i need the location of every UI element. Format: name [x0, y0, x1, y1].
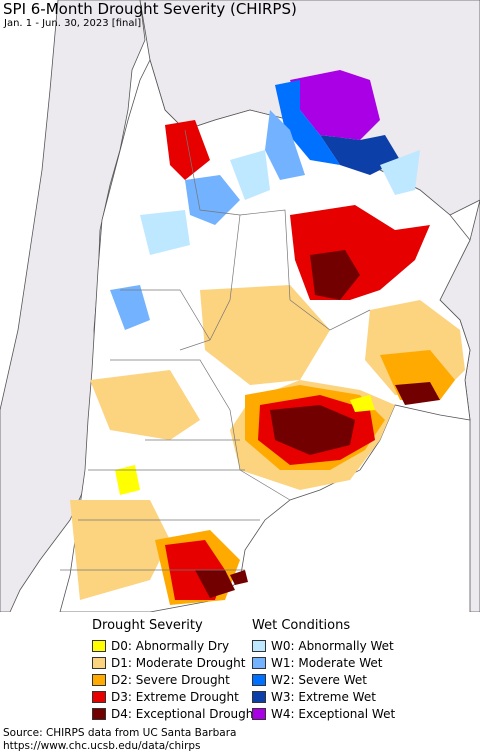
- w0-zone-a: [230, 150, 270, 200]
- wet-swatch: [252, 707, 266, 720]
- drought-legend-item: D4: Exceptional Drought: [92, 705, 258, 722]
- map-subtitle: Jan. 1 - Jun. 30, 2023 [final]: [4, 18, 142, 29]
- wet-legend-label: W2: Severe Wet: [271, 672, 367, 687]
- wet-legend-label: W4: Exceptional Wet: [271, 706, 396, 721]
- wet-legend-label: W1: Moderate Wet: [271, 655, 383, 670]
- drought-legend-label: D2: Severe Drought: [111, 672, 230, 687]
- w2-zone: [275, 80, 340, 165]
- drought-swatch: [92, 690, 106, 703]
- d0-zone-b: [350, 395, 375, 412]
- drought-legend-label: D1: Moderate Drought: [111, 655, 246, 670]
- source-url: https://www.chc.ucsb.edu/data/chirps: [3, 740, 201, 752]
- drought-legend-heading: Drought Severity: [92, 618, 203, 633]
- drought-legend-label: D0: Abnormally Dry: [111, 638, 230, 653]
- d4-zone-chaco: [310, 250, 360, 300]
- drought-map: [0, 0, 480, 612]
- w0-zone-c: [380, 150, 420, 195]
- drought-swatch: [92, 673, 106, 686]
- w1-zone-nw: [185, 175, 240, 225]
- drought-legend-item: D1: Moderate Drought: [92, 654, 258, 671]
- w1-zone-w: [110, 285, 150, 330]
- drought-swatch: [92, 639, 106, 652]
- w1-zone-ne: [265, 110, 305, 180]
- drought-legend-item: D3: Extreme Drought: [92, 688, 258, 705]
- wet-swatch: [252, 639, 266, 652]
- legend: Drought Severity D0: Abnormally Dry D1: M…: [88, 614, 480, 724]
- wet-swatch: [252, 656, 266, 669]
- d4-zone-uruguay: [395, 382, 440, 405]
- drought-swatch: [92, 656, 106, 669]
- source-line: Source: CHIRPS data from UC Santa Barbar…: [3, 727, 237, 739]
- map-svg: [0, 0, 480, 612]
- source-credit: Source: CHIRPS data from UC Santa Barbar…: [3, 727, 236, 753]
- d1-zone-central: [200, 285, 330, 385]
- drought-legend-item: D0: Abnormally Dry: [92, 637, 258, 654]
- drought-legend-label: D3: Extreme Drought: [111, 689, 239, 704]
- wet-legend-item: W0: Abnormally Wet: [252, 637, 395, 654]
- drought-legend-item: D2: Severe Drought: [92, 671, 258, 688]
- wet-swatch: [252, 690, 266, 703]
- d4-zone-south: [195, 570, 235, 598]
- d1-zone-west: [90, 370, 200, 440]
- d3-zone-nw: [165, 120, 210, 180]
- map-title: SPI 6-Month Drought Severity (CHIRPS): [3, 0, 297, 18]
- wet-legend-label: W3: Extreme Wet: [271, 689, 376, 704]
- w0-zone-b: [140, 210, 190, 255]
- w4-zone: [290, 70, 380, 140]
- drought-legend: Drought Severity D0: Abnormally Dry D1: M…: [92, 614, 258, 722]
- d4-zone-pampas: [270, 405, 355, 455]
- wet-legend-item: W4: Exceptional Wet: [252, 705, 395, 722]
- wet-legend-item: W1: Moderate Wet: [252, 654, 395, 671]
- drought-swatch: [92, 707, 106, 720]
- wet-legend-item: W3: Extreme Wet: [252, 688, 395, 705]
- province-boundaries: [60, 129, 371, 571]
- d0-zone-a: [115, 465, 140, 495]
- wet-legend: Wet Conditions W0: Abnormally Wet W1: Mod…: [252, 614, 395, 722]
- d4-zone-peninsula: [230, 570, 248, 585]
- wet-legend-heading: Wet Conditions: [252, 618, 351, 633]
- wet-swatch: [252, 673, 266, 686]
- wet-legend-label: W0: Abnormally Wet: [271, 638, 394, 653]
- drought-legend-label: D4: Exceptional Drought: [111, 706, 259, 721]
- d1-zone-south: [70, 500, 170, 600]
- wet-legend-item: W2: Severe Wet: [252, 671, 395, 688]
